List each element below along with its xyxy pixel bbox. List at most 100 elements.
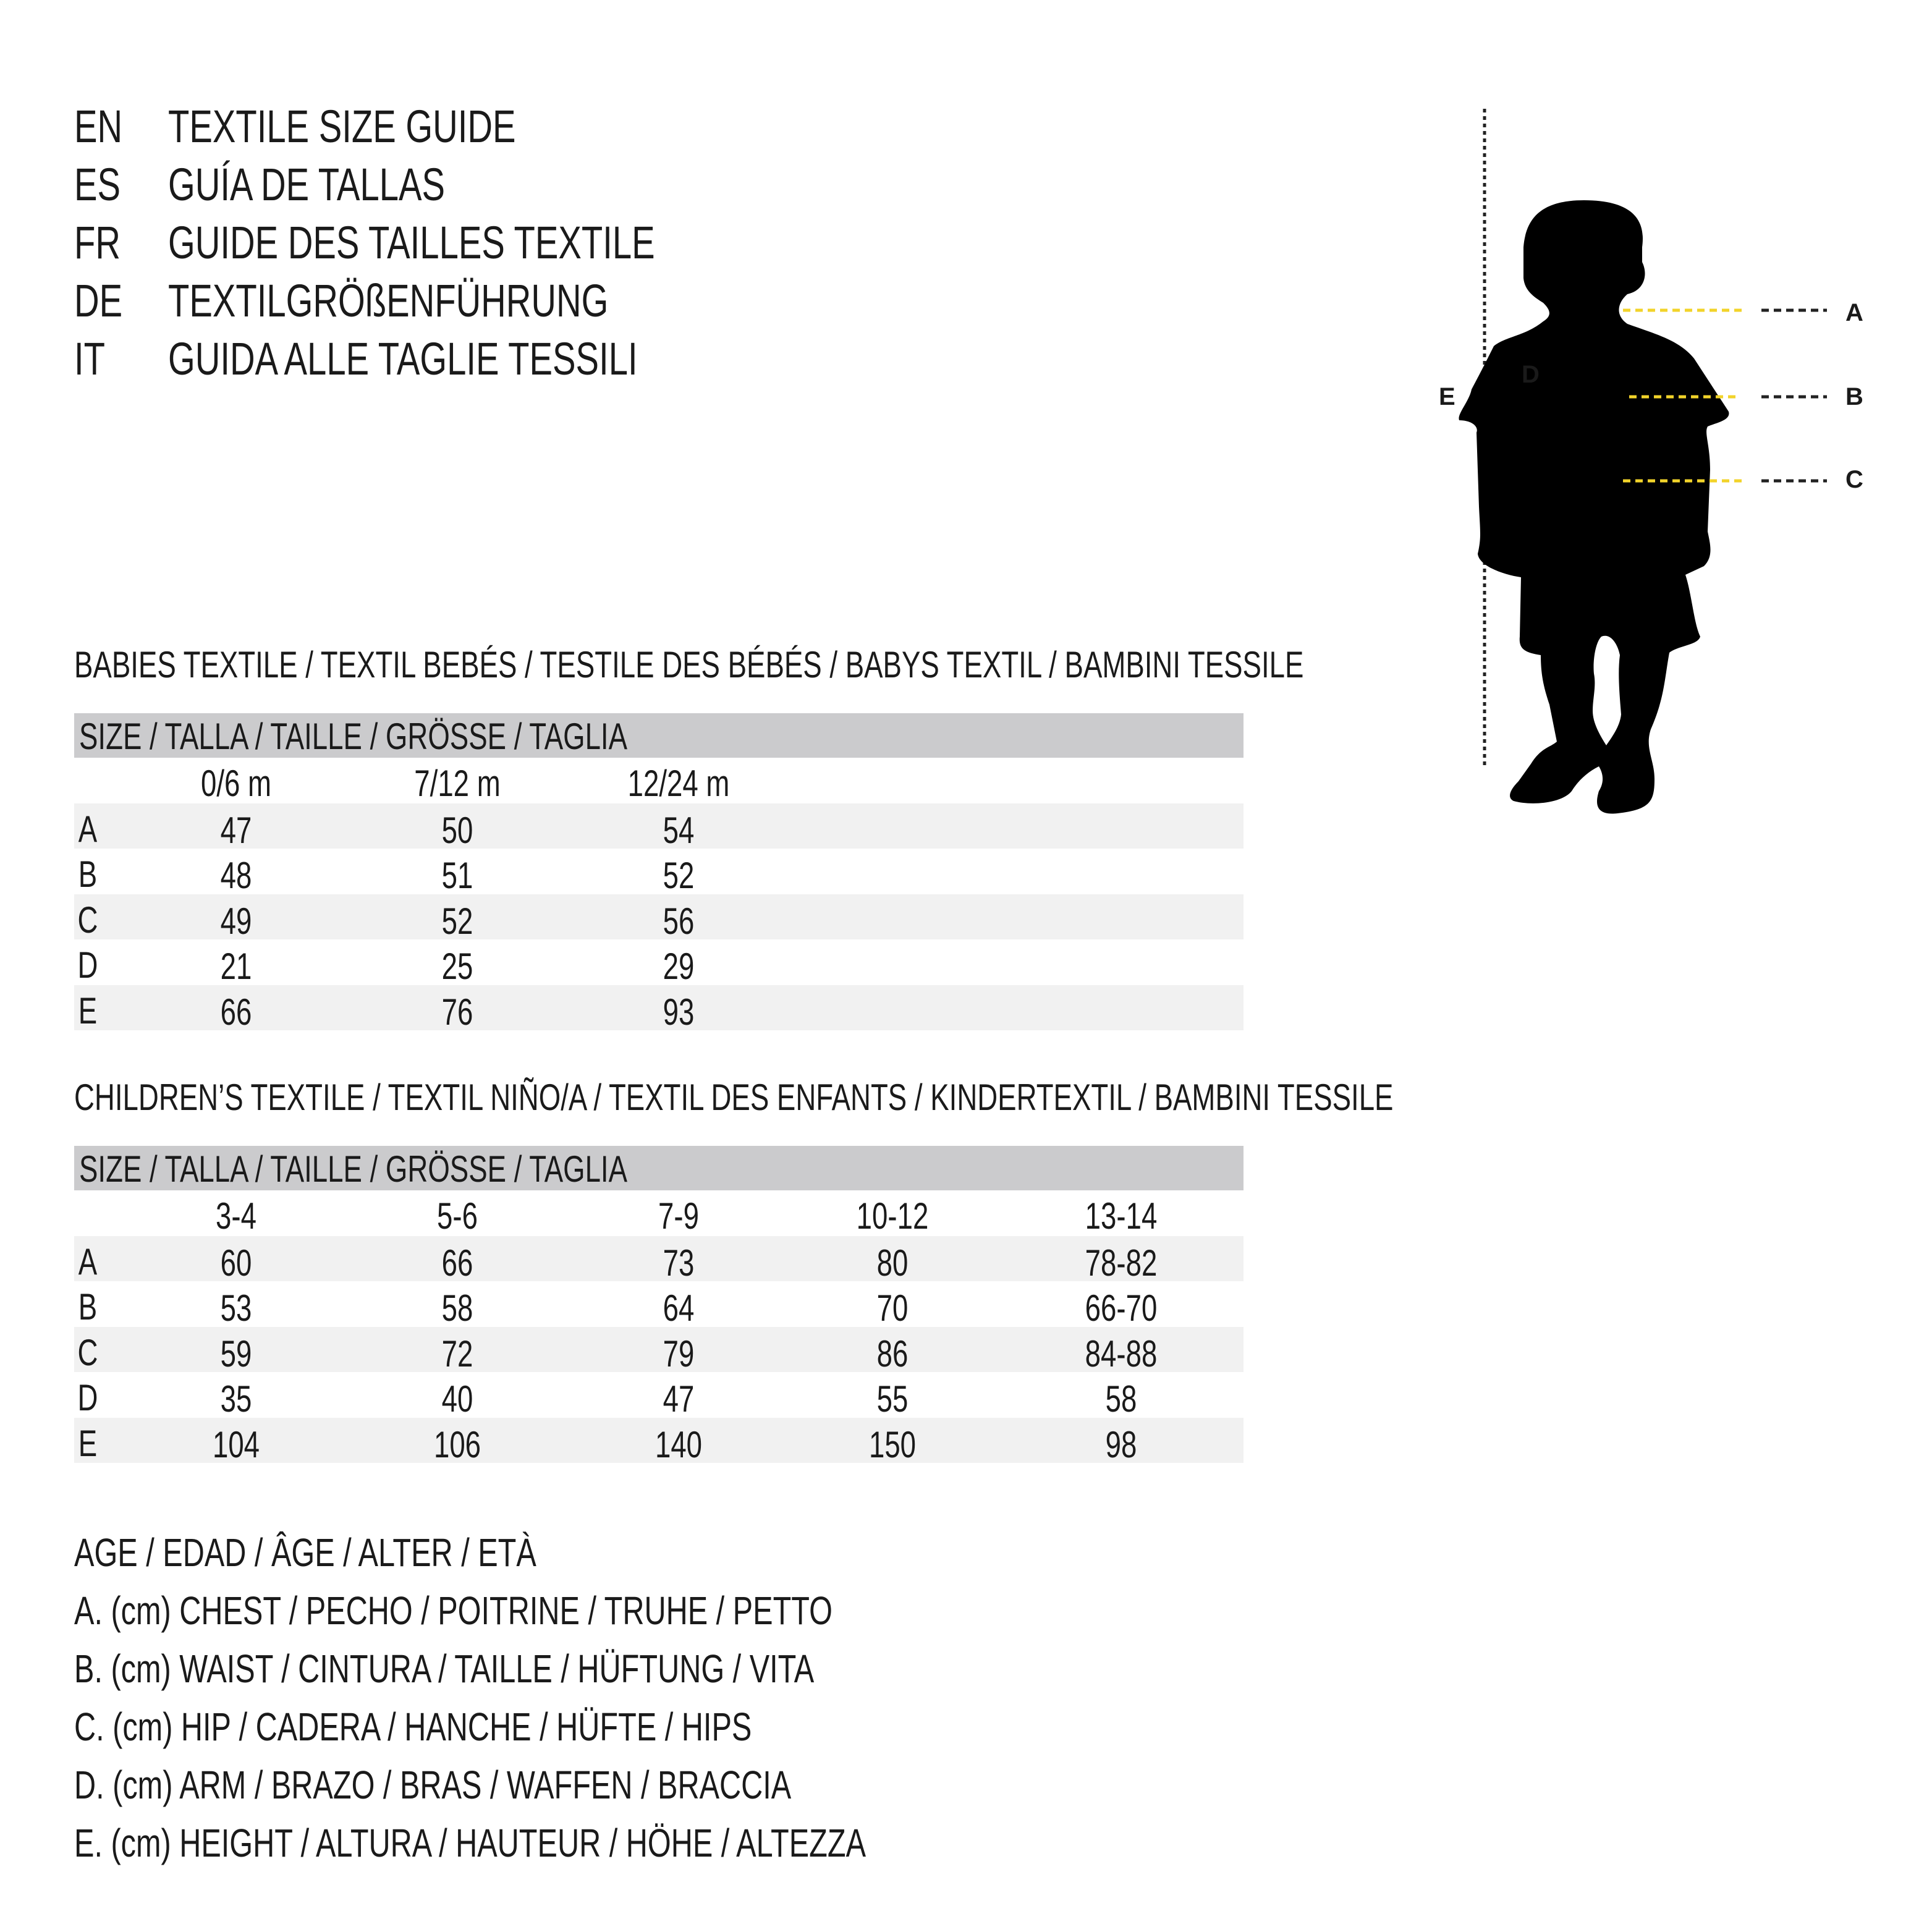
table-cell: 52 — [441, 900, 473, 942]
table-cell: 76 — [441, 991, 473, 1033]
table-row-shade — [74, 1417, 1244, 1463]
table-cell: 53 — [220, 1287, 252, 1329]
column-header: 0/6 m — [200, 763, 272, 804]
label-a: A — [1845, 299, 1863, 326]
table-cell: 84-88 — [1085, 1332, 1158, 1375]
language-code-text: EN — [74, 101, 123, 152]
table-cell: 50 — [441, 810, 473, 851]
column-header: 10-12 — [856, 1195, 929, 1237]
children-section-title: CHILDREN’S TEXTILE / TEXTIL NIÑO/A / TEX… — [74, 1079, 1810, 1116]
column-header: 3-4 — [216, 1195, 256, 1237]
row-label: D — [77, 1377, 98, 1419]
guide-title: TEXTILE SIZE GUIDE — [168, 104, 625, 150]
table-cell: 106 — [433, 1423, 481, 1465]
language-code-text: FR — [74, 217, 121, 268]
table-header-text: SIZE / TALLA / TAILLE / GRÖSSE / TAGLIA — [79, 716, 628, 757]
table-cell: 70 — [876, 1287, 909, 1329]
label-d: D — [1522, 361, 1540, 388]
table-cell: 47 — [663, 1378, 695, 1420]
label-c: C — [1845, 466, 1863, 493]
guide-title: TEXTILGRÖßENFÜHRUNG — [168, 278, 747, 324]
language-code: ES — [74, 162, 135, 208]
language-code-text: DE — [74, 275, 123, 326]
row-label: E — [78, 989, 98, 1032]
table-cell: 40 — [441, 1378, 473, 1420]
table-cell: 93 — [663, 991, 695, 1033]
table-header-band — [74, 713, 1244, 758]
column-header: 5-6 — [437, 1195, 478, 1237]
row-label: C — [77, 1331, 98, 1373]
legend-item-text: AGE / EDAD / ÂGE / ALTER / ETÀ — [74, 1530, 536, 1575]
legend-item: C. (cm) HIP / CADERA / HANCHE / HÜFTE / … — [74, 1707, 966, 1747]
table-cell: 56 — [663, 900, 695, 942]
table-cell: 80 — [876, 1242, 909, 1284]
table-cell: 150 — [868, 1423, 917, 1465]
language-code: IT — [74, 336, 115, 382]
legend-item: AGE / EDAD / ÂGE / ALTER / ETÀ — [74, 1533, 682, 1572]
legend-item-text: B. (cm) WAIST / CINTURA / TAILLE / HÜFTU… — [74, 1646, 815, 1691]
row-label: D — [77, 944, 98, 986]
table-cell: 21 — [220, 946, 252, 988]
table-cell: 59 — [220, 1332, 252, 1375]
table-cell: 52 — [663, 855, 695, 897]
row-label: A — [78, 808, 98, 850]
table-cell: 51 — [441, 855, 473, 897]
table-cell: 78-82 — [1085, 1242, 1158, 1284]
table-cell: 64 — [663, 1287, 695, 1329]
table-header: SIZE / TALLA / TAILLE / GRÖSSE / TAGLIA — [79, 718, 800, 755]
guide-title-text: TEXTILE SIZE GUIDE — [168, 101, 516, 152]
table-cell: 25 — [441, 946, 473, 988]
table-cell: 47 — [220, 810, 252, 851]
table-row-shade — [74, 1236, 1244, 1282]
row-label: B — [78, 854, 98, 896]
babies-section-title: BABIES TEXTILE / TEXTIL BEBÉS / TESTILE … — [74, 646, 1692, 684]
column-header: 7/12 m — [414, 763, 501, 804]
legend-item-text: E. (cm) HEIGHT / ALTURA / HAUTEUR / HÖHE… — [74, 1821, 866, 1865]
table-row-shade — [74, 1326, 1244, 1373]
table-cell: 140 — [655, 1423, 703, 1465]
guide-title: GUIDA ALLE TAGLIE TESSILI — [168, 336, 786, 382]
legend-item: E. (cm) HEIGHT / ALTURA / HAUTEUR / HÖHE… — [74, 1823, 1116, 1863]
table-row-shade — [74, 894, 1244, 940]
babies-title-text: BABIES TEXTILE / TEXTIL BEBÉS / TESTILE … — [74, 644, 1304, 685]
column-header: 12/24 m — [627, 763, 730, 804]
table-cell: 55 — [876, 1378, 909, 1420]
legend-item: B. (cm) WAIST / CINTURA / TAILLE / HÜFTU… — [74, 1649, 1048, 1688]
row-label: B — [78, 1286, 98, 1328]
children-title-text: CHILDREN’S TEXTILE / TEXTIL NIÑO/A / TEX… — [74, 1077, 1394, 1118]
table-cell: 60 — [220, 1242, 252, 1284]
table-cell: 98 — [1105, 1423, 1137, 1465]
leg-gap — [1593, 635, 1621, 745]
guide-title-text: GUIDA ALLE TAGLIE TESSILI — [168, 333, 638, 384]
table-cell: 48 — [220, 855, 252, 897]
label-e: E — [1439, 383, 1455, 410]
table-cell: 104 — [212, 1423, 260, 1465]
table-cell: 79 — [663, 1332, 695, 1375]
table-cell: 66 — [220, 991, 252, 1033]
language-code: DE — [74, 278, 138, 324]
table-cell: 86 — [876, 1332, 909, 1375]
table-cell: 54 — [663, 810, 695, 851]
guide-title: GUIDE DES TAILLES TEXTILE — [168, 220, 808, 266]
label-b: B — [1845, 383, 1863, 410]
legend-item-text: D. (cm) ARM / BRAZO / BRAS / WAFFEN / BR… — [74, 1763, 792, 1807]
table-cell: 66 — [441, 1242, 473, 1284]
table-row-shade — [74, 803, 1244, 849]
language-code: EN — [74, 104, 138, 150]
table-header-band — [74, 1146, 1244, 1190]
table-cell: 58 — [1105, 1378, 1137, 1420]
language-code: FR — [74, 220, 135, 266]
table-cell: 29 — [663, 946, 695, 988]
guide-title-text: GUÍA DE TALLAS — [168, 159, 446, 210]
language-code-text: IT — [74, 333, 105, 384]
table-header: SIZE / TALLA / TAILLE / GRÖSSE / TAGLIA — [79, 1151, 800, 1188]
legend-item: D. (cm) ARM / BRAZO / BRAS / WAFFEN / BR… — [74, 1765, 1018, 1805]
legend-item-text: A. (cm) CHEST / PECHO / POITRINE / TRUHE… — [74, 1588, 833, 1633]
table-cell: 73 — [663, 1242, 695, 1284]
row-label: A — [78, 1241, 98, 1282]
legend-item: A. (cm) CHEST / PECHO / POITRINE / TRUHE… — [74, 1591, 1072, 1630]
table-cell: 49 — [220, 900, 252, 942]
guide-title-text: GUIDE DES TAILLES TEXTILE — [168, 217, 655, 268]
column-header: 13-14 — [1085, 1195, 1158, 1237]
table-cell: 72 — [441, 1332, 473, 1375]
